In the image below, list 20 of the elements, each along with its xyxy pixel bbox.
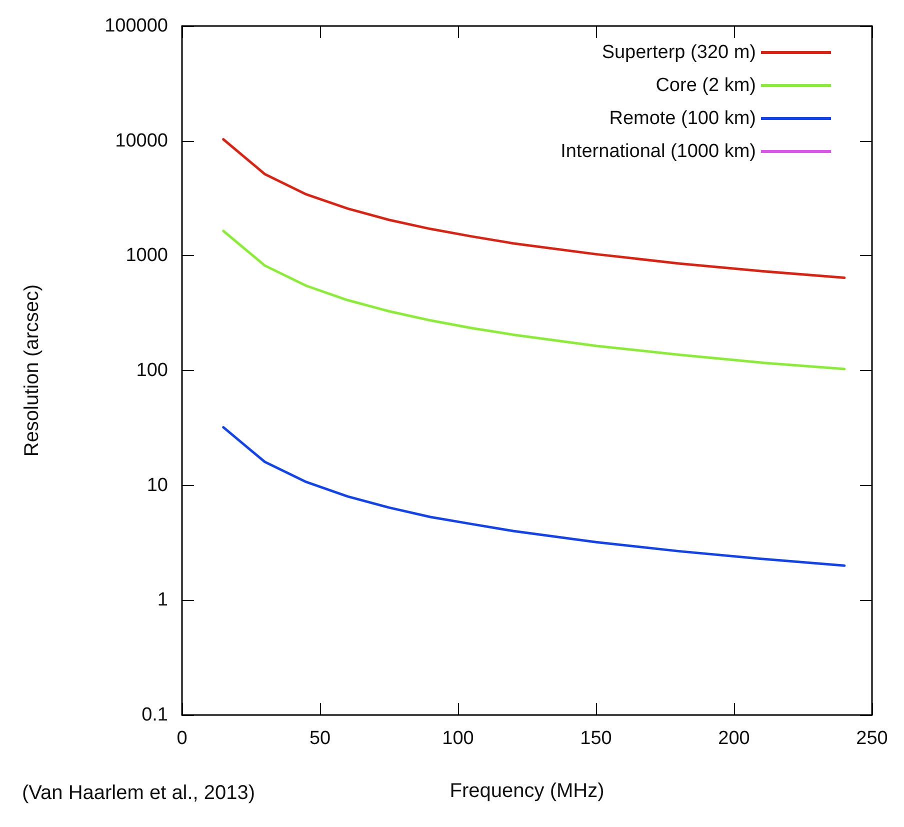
x-tick-label: 50 [309,728,331,749]
y-tick-label: 100 [136,360,168,381]
y-tick-label: 0.1 [142,704,168,726]
text: (Van Haarlem et al., 2013) [22,782,256,804]
x-tick-label: 100 [442,728,474,749]
x-tick-label: 0 [176,728,188,749]
legend-label: International (1000 km) [560,141,756,162]
x-tick-label: 200 [718,728,750,749]
legend-label: Superterp (320 m) [602,42,756,63]
legend-label: Remote (100 km) [609,108,756,129]
legend-label: Core (2 km) [656,75,756,96]
y-tick-label: 10 [146,474,168,496]
x-axis-title: Frequency (MHz) [450,780,604,802]
y-axis-title: Resolution (arcsec) [21,284,43,457]
y-tick-label: 10000 [115,130,168,152]
y-tick-label: 1000 [126,245,168,266]
y-tick-label: 1 [157,590,168,611]
x-tick-label: 150 [580,728,612,749]
y-tick-label: 100000 [104,16,168,36]
x-tick-label: 250 [856,728,888,749]
